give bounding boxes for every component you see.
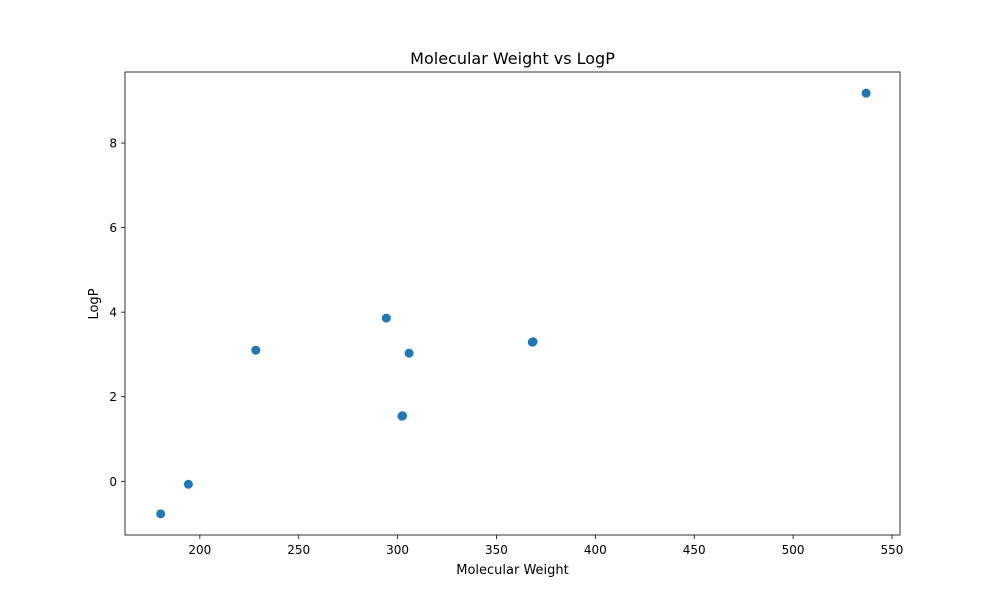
x-tick-label: 500 (782, 543, 805, 557)
data-point (156, 509, 166, 519)
x-tick-label: 200 (188, 543, 211, 557)
plot-frame (124, 71, 901, 536)
y-axis-label: LogP (87, 288, 102, 319)
x-tick-label: 400 (584, 543, 607, 557)
y-tick-label: 2 (109, 390, 117, 404)
data-point (183, 479, 193, 489)
y-tick-label: 8 (109, 137, 117, 151)
data-point (251, 345, 261, 355)
data-points (156, 88, 871, 519)
x-tick-label: 450 (683, 543, 706, 557)
chart-title: Molecular Weight vs LogP (410, 49, 615, 68)
y-tick-label: 4 (109, 306, 117, 320)
y-tick-label: 6 (109, 221, 117, 235)
data-point (861, 88, 871, 98)
x-tick-label: 300 (386, 543, 409, 557)
x-axis-ticks: 200 250 300 350 400 450 500 550 (188, 535, 903, 557)
x-tick-label: 350 (485, 543, 508, 557)
x-tick-label: 250 (287, 543, 310, 557)
x-tick-label: 550 (881, 543, 904, 557)
y-tick-label: 0 (109, 475, 117, 489)
data-point (398, 411, 408, 421)
data-point (404, 348, 414, 358)
data-point (528, 337, 538, 347)
axes-frame (124, 71, 901, 536)
data-point (381, 313, 391, 323)
x-axis-label: Molecular Weight (456, 563, 569, 578)
y-axis-ticks: 0 2 4 6 8 (109, 137, 125, 489)
